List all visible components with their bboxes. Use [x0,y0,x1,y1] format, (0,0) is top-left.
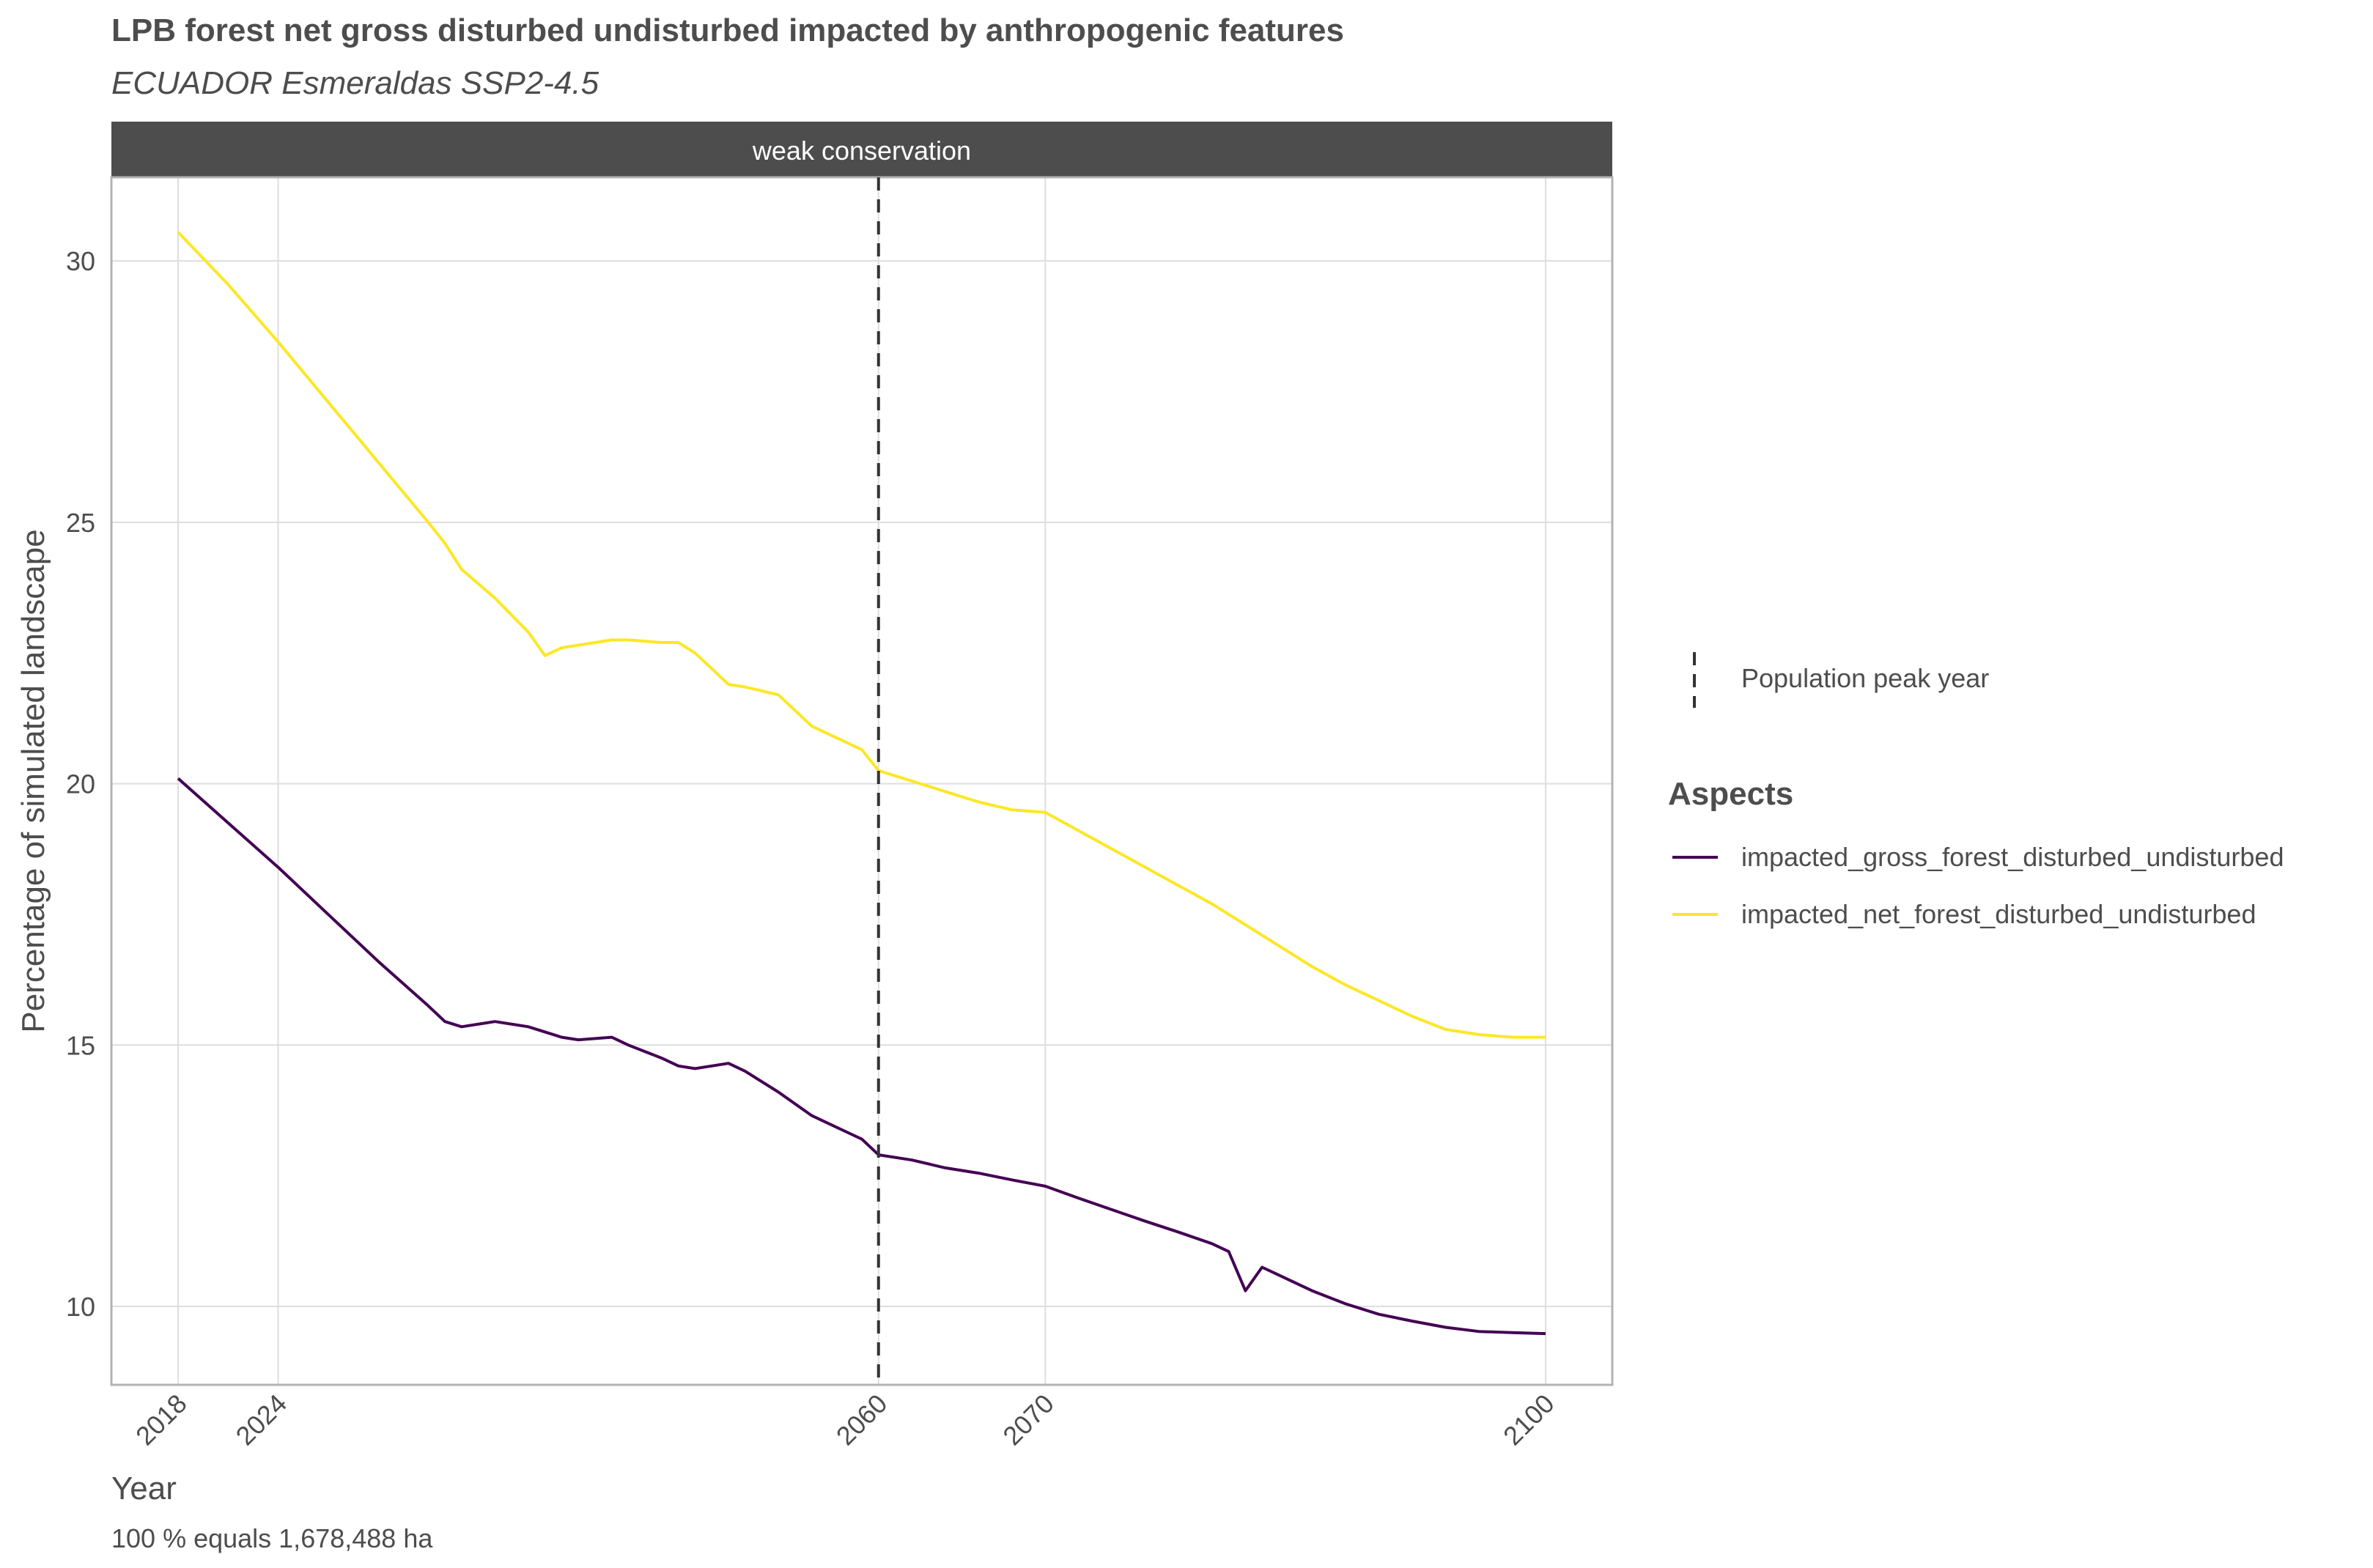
x-tick-label: 2070 [997,1388,1060,1451]
chart-subtitle: ECUADOR Esmeraldas SSP2-4.5 [111,65,599,101]
series-layer [177,231,1546,1336]
x-axis: 2018 2024 2060 2070 2100 [130,1388,1560,1451]
y-axis-title: Percentage of simulated landscape [15,529,51,1032]
y-tick-label: 20 [66,769,95,799]
y-tick-label: 15 [66,1030,95,1060]
x-tick-label: 2024 [230,1388,293,1451]
legend-label-net: impacted_net_forest_disturbed_undisturbe… [1741,899,2256,929]
series-line-gross [177,777,1546,1336]
legend-vline-label: Population peak year [1741,663,1989,693]
panel-border [110,176,1614,1386]
caption: 100 % equals 1,678,488 ha [111,1523,433,1553]
legend-title: Aspects [1668,776,1793,812]
y-tick-label: 10 [66,1292,95,1322]
legend-label-gross: impacted_gross_forest_disturbed_undistur… [1741,842,2284,872]
y-axis: 10 15 20 25 30 [66,246,95,1322]
x-tick-label: 2018 [130,1388,193,1451]
gridlines [111,177,1612,1385]
x-tick-label: 2100 [1497,1388,1560,1451]
y-tick-label: 25 [66,508,95,538]
series-line-net [177,231,1546,1039]
legend: Population peak year Aspects impacted_gr… [1668,652,2284,929]
facet-label: weak conservation [752,136,971,166]
x-tick-label: 2060 [830,1388,893,1451]
x-axis-title: Year [111,1471,177,1506]
chart-title: LPB forest net gross disturbed undisturb… [111,12,1344,48]
y-tick-label: 30 [66,246,95,276]
facet-strip [111,122,1612,177]
